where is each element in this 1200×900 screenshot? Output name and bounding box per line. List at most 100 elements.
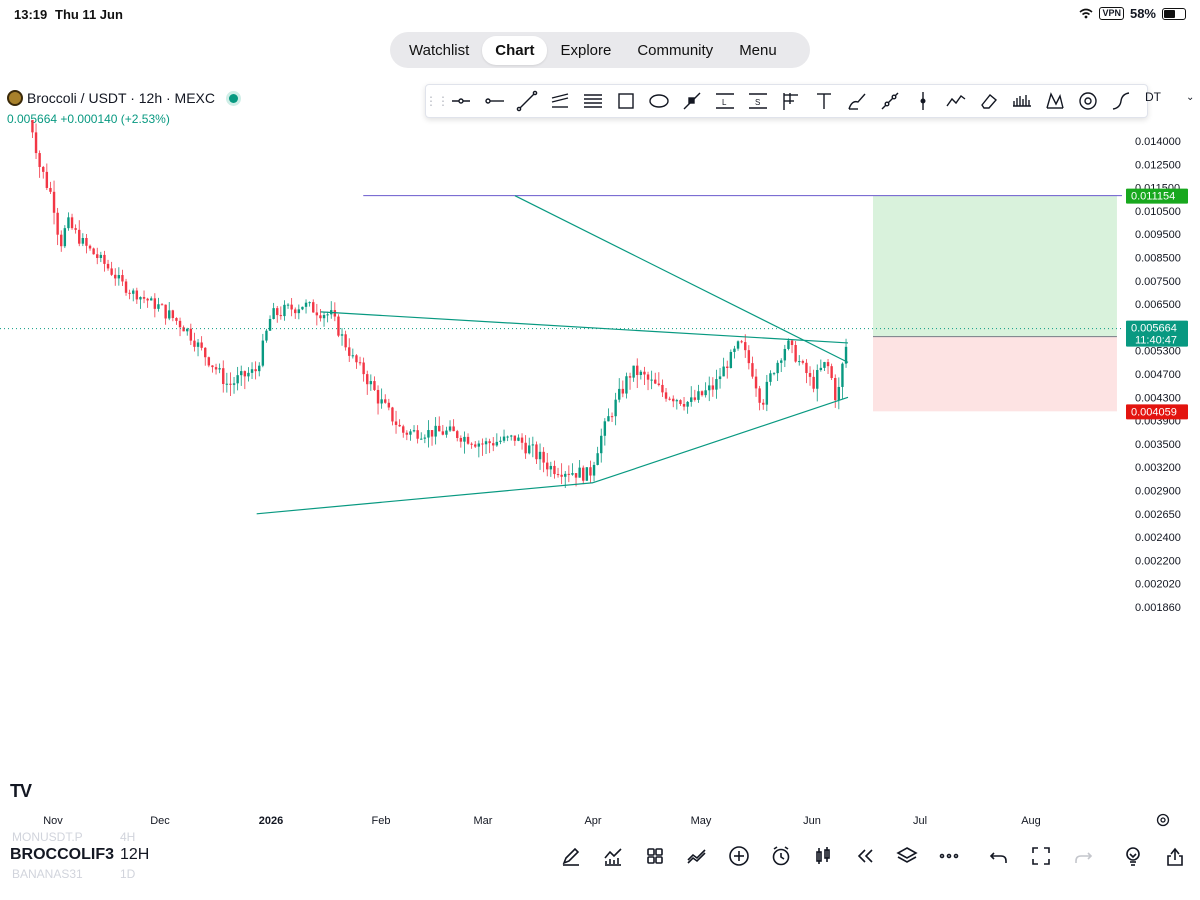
- alert-clock-icon[interactable]: [768, 843, 794, 869]
- battery-icon: [1162, 7, 1186, 20]
- nav-chart[interactable]: Chart: [482, 35, 548, 65]
- candle-body: [243, 371, 247, 377]
- next-symbol[interactable]: BANANAS31: [12, 867, 83, 881]
- candle-body: [517, 437, 520, 441]
- status-indicators: VPN 58%: [1079, 6, 1186, 21]
- short-position-tool-icon[interactable]: S: [741, 87, 774, 115]
- candle-body: [124, 281, 128, 293]
- pitchfork-tool-icon[interactable]: [774, 87, 807, 115]
- eye-tool-icon[interactable]: [1071, 87, 1104, 115]
- candle-body: [290, 304, 293, 310]
- curve-tool-icon[interactable]: [1104, 87, 1137, 115]
- chart-settings-gear-icon[interactable]: [1155, 812, 1171, 828]
- path-tool-icon[interactable]: [939, 87, 972, 115]
- vertical-line-tool-icon[interactable]: [906, 87, 939, 115]
- nav-watchlist[interactable]: Watchlist: [409, 41, 470, 59]
- candle-type-icon[interactable]: [810, 843, 836, 869]
- candle-body: [333, 310, 337, 317]
- ray-tool-icon[interactable]: [873, 87, 906, 115]
- price-axis-tick: 0.001860: [1135, 602, 1181, 614]
- undo-icon[interactable]: [986, 843, 1012, 869]
- more-icon[interactable]: [936, 843, 962, 869]
- candle-body: [535, 444, 538, 460]
- highlighter-tool-icon[interactable]: [840, 87, 873, 115]
- candle-body: [423, 437, 427, 439]
- layers-icon[interactable]: [894, 843, 920, 869]
- candle-body: [664, 392, 668, 399]
- rectangle-tool-icon[interactable]: [609, 87, 642, 115]
- time-axis-tick: Jun: [803, 815, 821, 827]
- horizontal-line-tool-icon[interactable]: [477, 87, 510, 115]
- candle-body: [729, 351, 733, 368]
- candle-body: [304, 302, 308, 307]
- layout-grid-icon[interactable]: [642, 843, 668, 869]
- eraser-tool-icon[interactable]: [972, 87, 1005, 115]
- candle-body: [186, 328, 189, 332]
- price-axis-tick: 0.007500: [1135, 276, 1181, 288]
- brush-tool-icon[interactable]: [675, 87, 708, 115]
- candle-body: [315, 312, 319, 316]
- candle-body: [477, 443, 481, 447]
- drawing-pen-icon[interactable]: [558, 843, 584, 869]
- fib-retracement-tool-icon[interactable]: [576, 87, 609, 115]
- trend-line-0: [514, 195, 849, 363]
- currency-selector[interactable]: DT: [1145, 90, 1161, 104]
- price-axis-tick: 0.005300: [1135, 346, 1181, 358]
- nav-explore[interactable]: Explore: [560, 41, 612, 59]
- price-axis-tick: 0.014000: [1135, 136, 1181, 148]
- xabcd-pattern-tool-icon[interactable]: [1038, 87, 1071, 115]
- nav-community[interactable]: Community: [637, 41, 714, 59]
- last-price: 0.005664: [7, 112, 58, 126]
- candle-body: [474, 444, 477, 447]
- compare-icon[interactable]: [684, 843, 710, 869]
- candle-body: [117, 275, 121, 279]
- nav-menu[interactable]: Menu: [739, 41, 777, 59]
- replay-icon[interactable]: [852, 843, 878, 869]
- previous-interval[interactable]: 4H: [120, 830, 136, 844]
- share-icon[interactable]: [1162, 843, 1188, 869]
- chevron-down-icon[interactable]: ⌄: [1186, 92, 1195, 103]
- fullscreen-icon[interactable]: [1028, 843, 1054, 869]
- time-axis-tick: Dec: [150, 815, 170, 827]
- price-chart[interactable]: 0.0140000.0125000.0115000.0105000.009500…: [0, 120, 1200, 830]
- trend-line-tool-icon[interactable]: [510, 87, 543, 115]
- ellipse-tool-icon[interactable]: [642, 87, 675, 115]
- candle-body: [700, 391, 704, 396]
- redo-icon[interactable]: [1070, 843, 1096, 869]
- candle-body: [135, 290, 139, 300]
- candle-body: [355, 355, 358, 363]
- candle-body: [74, 228, 77, 230]
- current-symbol[interactable]: BROCCOLIF3: [10, 846, 114, 863]
- candle-body: [553, 465, 556, 475]
- candle-body: [438, 425, 441, 432]
- candle-body: [182, 327, 185, 332]
- text-tool-icon[interactable]: [807, 87, 840, 115]
- idea-bulb-icon[interactable]: [1120, 843, 1146, 869]
- candle-body: [661, 384, 664, 393]
- add-icon[interactable]: [726, 843, 752, 869]
- candle-body: [726, 366, 729, 368]
- candle-body: [690, 397, 693, 402]
- indicators-icon[interactable]: [600, 843, 626, 869]
- candle-body: [808, 373, 812, 377]
- parallel-channel-tool-icon[interactable]: [543, 87, 576, 115]
- candle-body: [528, 445, 531, 454]
- volume-profile-tool-icon[interactable]: [1005, 87, 1038, 115]
- horizontal-ray-tool-icon[interactable]: [444, 87, 477, 115]
- drag-handle-icon[interactable]: ⋮⋮: [425, 94, 449, 108]
- candle-body: [758, 388, 761, 403]
- stop-price-label-bg: [1126, 404, 1188, 420]
- current-interval[interactable]: 12H: [120, 846, 150, 863]
- long-position-tool-icon[interactable]: L: [708, 87, 741, 115]
- symbol-header[interactable]: Broccoli / USDT · 12h · MEXC: [7, 90, 239, 106]
- next-interval[interactable]: 1D: [120, 867, 136, 881]
- candle-body: [261, 340, 265, 366]
- candle-body: [621, 388, 625, 394]
- candle-body: [481, 443, 484, 445]
- candle-body: [736, 341, 740, 349]
- candle-body: [542, 451, 545, 463]
- previous-symbol[interactable]: MONUSDT.P: [12, 830, 83, 844]
- candle-body: [571, 473, 574, 475]
- candle-body: [783, 348, 787, 361]
- candle-body: [301, 306, 304, 310]
